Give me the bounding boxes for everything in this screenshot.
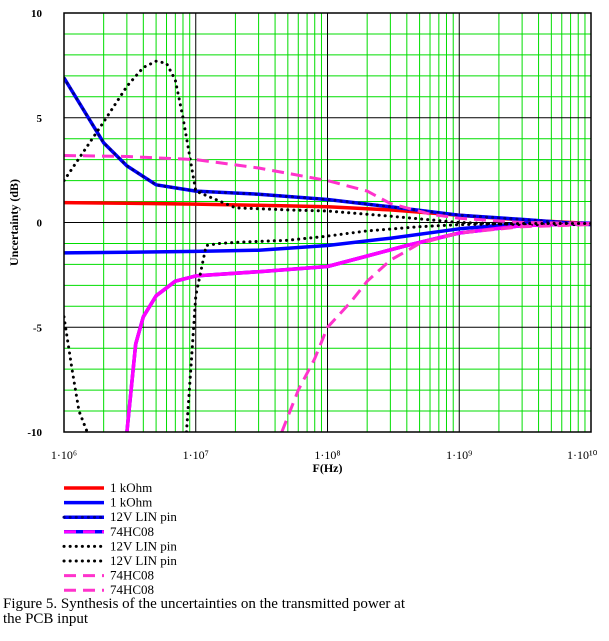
legend-item: 12V LIN pin	[62, 553, 177, 568]
y-tick-label: 5	[37, 113, 43, 125]
legend-label: 74HC08	[110, 582, 154, 597]
figure-caption: Figure 5. Synthesis of the uncertainties…	[3, 597, 609, 627]
y-tick-labels: 10 5 0 -5 -10	[27, 8, 42, 439]
caption-line-1: Figure 5. Synthesis of the uncertainties…	[3, 596, 405, 612]
legend-label: 1 kOhm	[110, 495, 152, 510]
legend-item: 1 kOhm	[64, 480, 152, 495]
x-tick-label: 1·10¹⁰	[567, 448, 598, 462]
series-line	[64, 76, 591, 227]
y-tick-label: 10	[31, 8, 43, 20]
x-tick-label: 1·10⁹	[446, 448, 472, 462]
y-tick-label: -10	[27, 427, 42, 439]
x-tick-label: 1·10⁶	[51, 448, 77, 462]
series-line	[125, 221, 591, 432]
x-tick-label: 1·10⁷	[183, 448, 209, 462]
legend-label: 12V LIN pin	[110, 553, 177, 568]
legend-label: 12V LIN pin	[110, 538, 177, 553]
y-tick-label: 0	[37, 218, 43, 230]
legend-item: 12V LIN pin	[62, 538, 177, 553]
plot-grid	[64, 13, 591, 432]
series-line	[64, 154, 591, 225]
x-tick-labels: 1·10⁶ 1·10⁷ 1·10⁸ 1·10⁹ 1·10¹⁰	[51, 448, 598, 462]
legend-label: 1 kOhm	[110, 480, 152, 495]
legend-label: 12V LIN pin	[110, 509, 177, 524]
series-line	[185, 222, 591, 432]
caption-line-2: the PCB input	[3, 611, 89, 627]
legend-item: 74HC08	[64, 568, 154, 583]
y-axis-label: Uncertainty (dB)	[7, 179, 21, 266]
legend-item: 74HC08	[64, 524, 154, 539]
legend-label: 74HC08	[110, 524, 154, 539]
x-axis-label: F(Hz)	[313, 461, 343, 475]
series-line	[280, 223, 591, 432]
series-line	[64, 315, 89, 432]
x-tick-label: 1·10⁸	[314, 448, 340, 462]
legend-item: 1 kOhm	[64, 495, 152, 510]
plot-border	[63, 12, 592, 433]
y-tick-label: -5	[33, 322, 43, 334]
legend-item: 12V LIN pin	[62, 509, 177, 524]
plot-frame	[63, 12, 592, 433]
uncertainty-chart: 10 5 0 -5 -10 1·10⁶ 1·10⁷ 1·10⁸ 1·10⁹ 1·10¹⁰ F(H…	[7, 8, 598, 597]
legend-label: 74HC08	[110, 568, 154, 583]
legend-item: 74HC08	[64, 582, 154, 597]
plot-series	[64, 59, 591, 432]
